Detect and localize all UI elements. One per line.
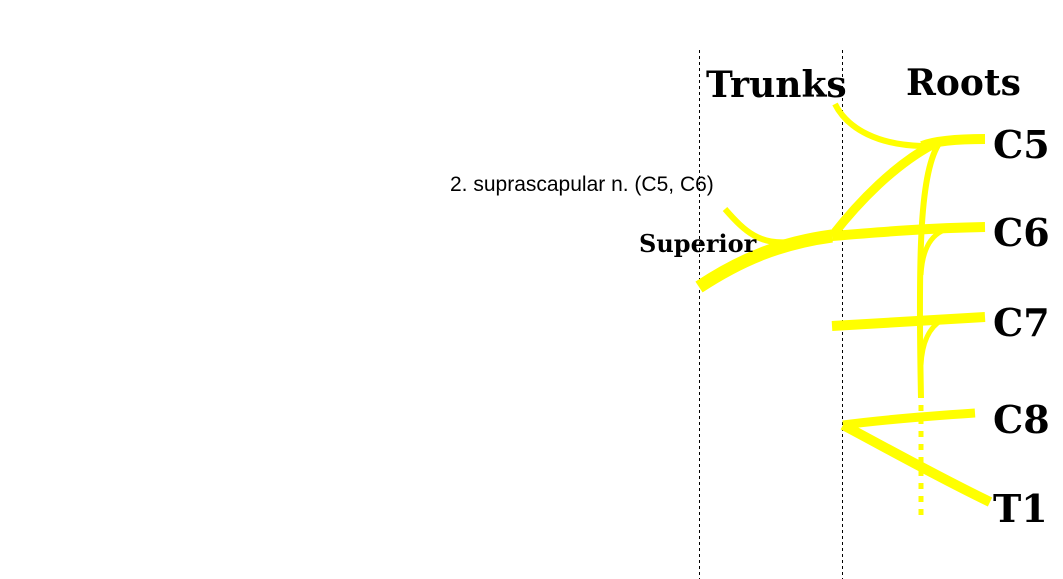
roots-header: Roots <box>906 62 1021 104</box>
root-label-c6: C6 <box>993 210 1050 255</box>
c6-long-thoracic-branch <box>918 228 944 276</box>
root-label-c5: C5 <box>993 122 1050 167</box>
superior-trunk <box>695 229 833 293</box>
root-labels: C5 C6 C7 C8 T1 <box>993 122 1050 531</box>
root-c8-nerve <box>842 408 976 430</box>
root-c6-nerve <box>831 222 986 241</box>
root-label-c7: C7 <box>993 300 1050 345</box>
dorsal-scapular-branch <box>832 102 923 149</box>
trunks-header: Trunks <box>706 64 847 106</box>
c7-long-thoracic-branch <box>918 317 944 366</box>
nerve-pathways <box>695 102 993 522</box>
c5-to-superior-trunk <box>828 141 935 239</box>
root-t1-nerve <box>840 420 993 507</box>
superior-trunk-label: Superior <box>639 229 757 258</box>
root-label-t1: T1 <box>993 486 1048 531</box>
root-c7-nerve <box>831 312 986 331</box>
suprascapular-nerve <box>722 207 791 246</box>
root-label-c8: C8 <box>993 397 1050 442</box>
suprascapular-caption: 2. suprascapular n. (C5, C6) <box>450 173 714 196</box>
